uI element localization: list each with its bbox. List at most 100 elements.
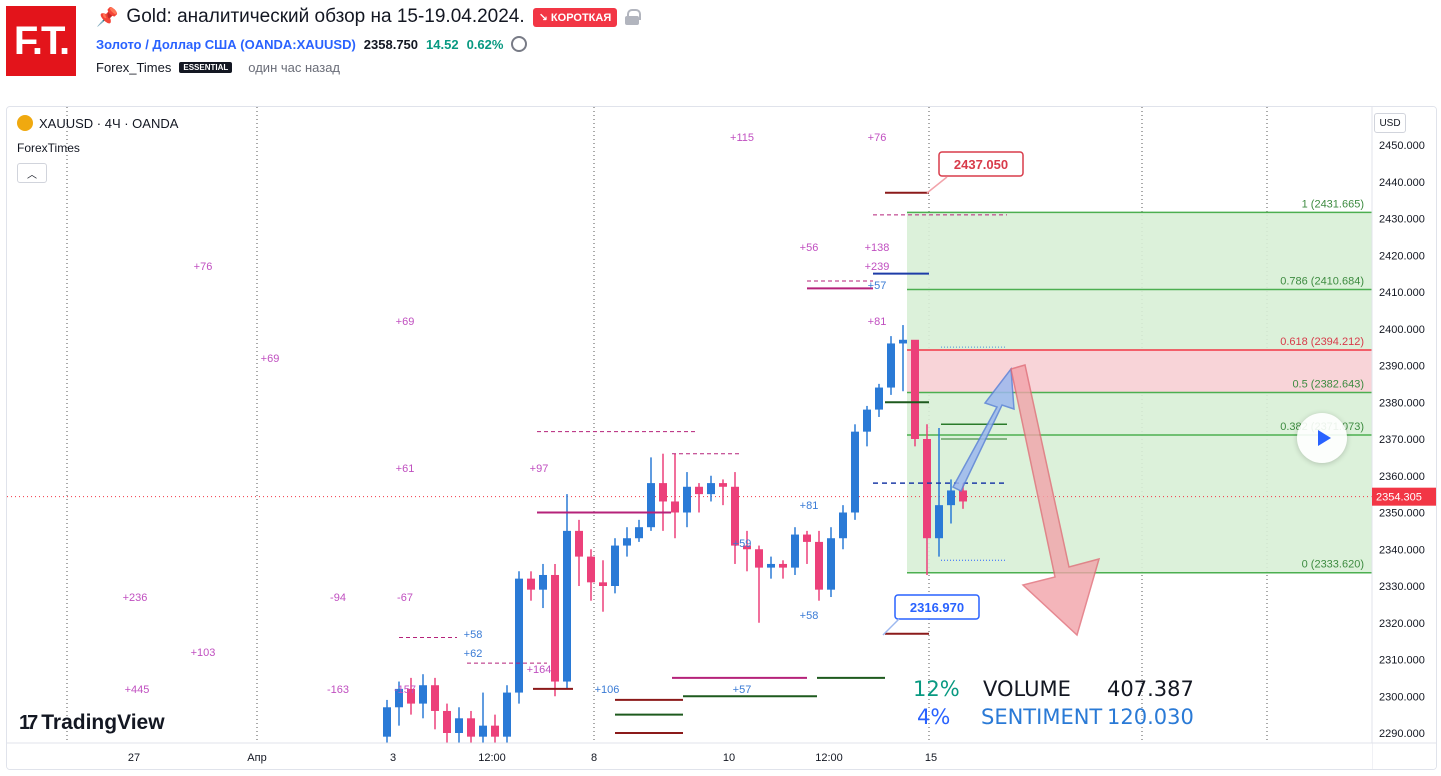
annotation-label: -94 xyxy=(330,592,346,604)
forex-times-logo[interactable]: F.T. xyxy=(6,6,76,76)
down-arrow xyxy=(1010,364,1101,637)
candle-body xyxy=(683,486,691,513)
annotation-label: +115 xyxy=(730,132,754,144)
annotation-label: +81 xyxy=(800,500,819,512)
candle-body xyxy=(707,483,715,495)
candle-body xyxy=(911,339,919,439)
candle-body xyxy=(419,685,427,704)
annotation-label: +56 xyxy=(800,242,819,254)
current-price-text: 2354.305 xyxy=(1376,492,1422,504)
candle-body xyxy=(443,710,451,733)
candle-body xyxy=(611,545,619,586)
candle-body xyxy=(647,483,655,528)
candle-body xyxy=(395,688,403,708)
current-price-tag xyxy=(1372,487,1436,506)
time-tick-label: 3 xyxy=(390,752,396,764)
price-tick-label: 2290.000 xyxy=(1379,728,1425,740)
price-tick-label: 2300.000 xyxy=(1379,691,1425,703)
candle-body xyxy=(599,582,607,586)
collapse-legend-button[interactable]: ︿ xyxy=(17,163,47,183)
time-tick-label: Апр xyxy=(247,752,266,764)
annotation-label: -67 xyxy=(397,592,413,604)
time-axis-bg xyxy=(7,743,1372,769)
candle-body xyxy=(563,530,571,682)
sentiment-value: 120.030 xyxy=(1107,705,1194,729)
indicator-name: ForexTimes xyxy=(17,141,80,155)
price-tick-label: 2340.000 xyxy=(1379,544,1425,556)
currency-button[interactable]: USD xyxy=(1374,113,1406,133)
low-price-callout-box xyxy=(894,594,980,620)
candle-body xyxy=(623,538,631,546)
fib-level-label: 0 (2333.620) xyxy=(1302,559,1364,571)
alarm-clock-icon[interactable] xyxy=(511,36,528,52)
candle-body xyxy=(851,431,859,513)
annotation-label: -157 xyxy=(394,684,416,696)
time-tick-label: 12:00 xyxy=(478,752,506,764)
annotation-label: +61 xyxy=(396,463,415,475)
candle-body xyxy=(479,725,487,737)
author-row: Forex_Times ESSENTIAL один час назад xyxy=(96,60,340,75)
price-tick-label: 2380.000 xyxy=(1379,397,1425,409)
candle-body xyxy=(407,688,415,704)
price-tick-label: 2430.000 xyxy=(1379,214,1425,226)
price-tick-label: 2360.000 xyxy=(1379,471,1425,483)
price-tick-label: 2420.000 xyxy=(1379,250,1425,262)
volume-pct: 12% xyxy=(913,677,960,701)
short-badge: ↘ КОРОТКАЯ xyxy=(532,7,618,27)
fib-level-label: 0.618 (2394.212) xyxy=(1280,336,1364,348)
annotation-label: +106 xyxy=(595,684,620,696)
price-tick-label: 2400.000 xyxy=(1379,324,1425,336)
annotation-label: +58 xyxy=(800,610,819,622)
fib-level-label: 1 (2431.665) xyxy=(1302,198,1364,210)
candle-body xyxy=(503,692,511,737)
annotation-label: +164 xyxy=(527,664,552,676)
annotation-label: +103 xyxy=(191,647,216,659)
candle-body xyxy=(455,718,463,733)
annotation-label: +69 xyxy=(396,316,415,328)
price-chart[interactable]: 1 (2431.665) 0.786 (2410.684) 0.618 (2394.… xyxy=(7,107,1437,770)
candle-body xyxy=(515,578,523,693)
price-axis-bg xyxy=(1372,107,1436,769)
annotation-label: +239 xyxy=(865,261,890,273)
author-name[interactable]: Forex_Times xyxy=(96,60,172,75)
candle-body xyxy=(527,578,535,590)
volume-value: 407.387 xyxy=(1107,677,1194,701)
high-callout-pointer xyxy=(926,176,948,194)
candle-body xyxy=(827,538,835,590)
annotation-label: +57 xyxy=(733,684,752,696)
play-button[interactable] xyxy=(1297,413,1347,463)
chart-legend: XAUUSD · 4Ч · OANDA xyxy=(17,115,178,131)
candle-body xyxy=(839,512,847,539)
time-tick-label: 27 xyxy=(128,752,140,764)
low-price-callout-text: 2316.970 xyxy=(910,600,964,615)
symbol-change-pct: 0.62% xyxy=(466,36,504,52)
price-tick-label: 2440.000 xyxy=(1379,177,1425,189)
candle-body xyxy=(815,541,823,590)
chart-panel[interactable]: 1 (2431.665) 0.786 (2410.684) 0.618 (2394.… xyxy=(6,106,1437,770)
price-tick-label: 2330.000 xyxy=(1379,581,1425,593)
candle-body xyxy=(695,486,703,495)
title-row: 📌 Gold: аналитический обзор на 15-19.04.… xyxy=(96,6,642,28)
annotation-label: +76 xyxy=(194,261,213,273)
annotation-label: +62 xyxy=(464,648,483,660)
symbol-link[interactable]: Золото / Доллар США (OANDA:XAUUSD) xyxy=(96,36,356,52)
time-tick-label: 15 xyxy=(925,752,937,764)
low-callout-pointer xyxy=(882,618,900,636)
price-tick-label: 2410.000 xyxy=(1379,287,1425,299)
symbol-change: 14.52 xyxy=(426,36,459,52)
candle-body xyxy=(947,490,955,506)
tradingview-mark-icon: 17 xyxy=(19,711,38,734)
candle-body xyxy=(551,574,559,682)
candle-body xyxy=(635,527,643,539)
annotation-label: +236 xyxy=(123,592,148,604)
candle-body xyxy=(755,549,763,568)
annotation-label: +69 xyxy=(261,353,280,365)
annotation-label: +445 xyxy=(125,684,150,696)
tradingview-logo[interactable]: 17 TradingView xyxy=(19,711,165,734)
candle-body xyxy=(863,409,871,432)
candle-body xyxy=(935,505,943,539)
candle-body xyxy=(539,574,547,590)
candle-body xyxy=(383,707,391,737)
annotation-label: +81 xyxy=(868,316,887,328)
price-tick-label: 2450.000 xyxy=(1379,140,1425,152)
